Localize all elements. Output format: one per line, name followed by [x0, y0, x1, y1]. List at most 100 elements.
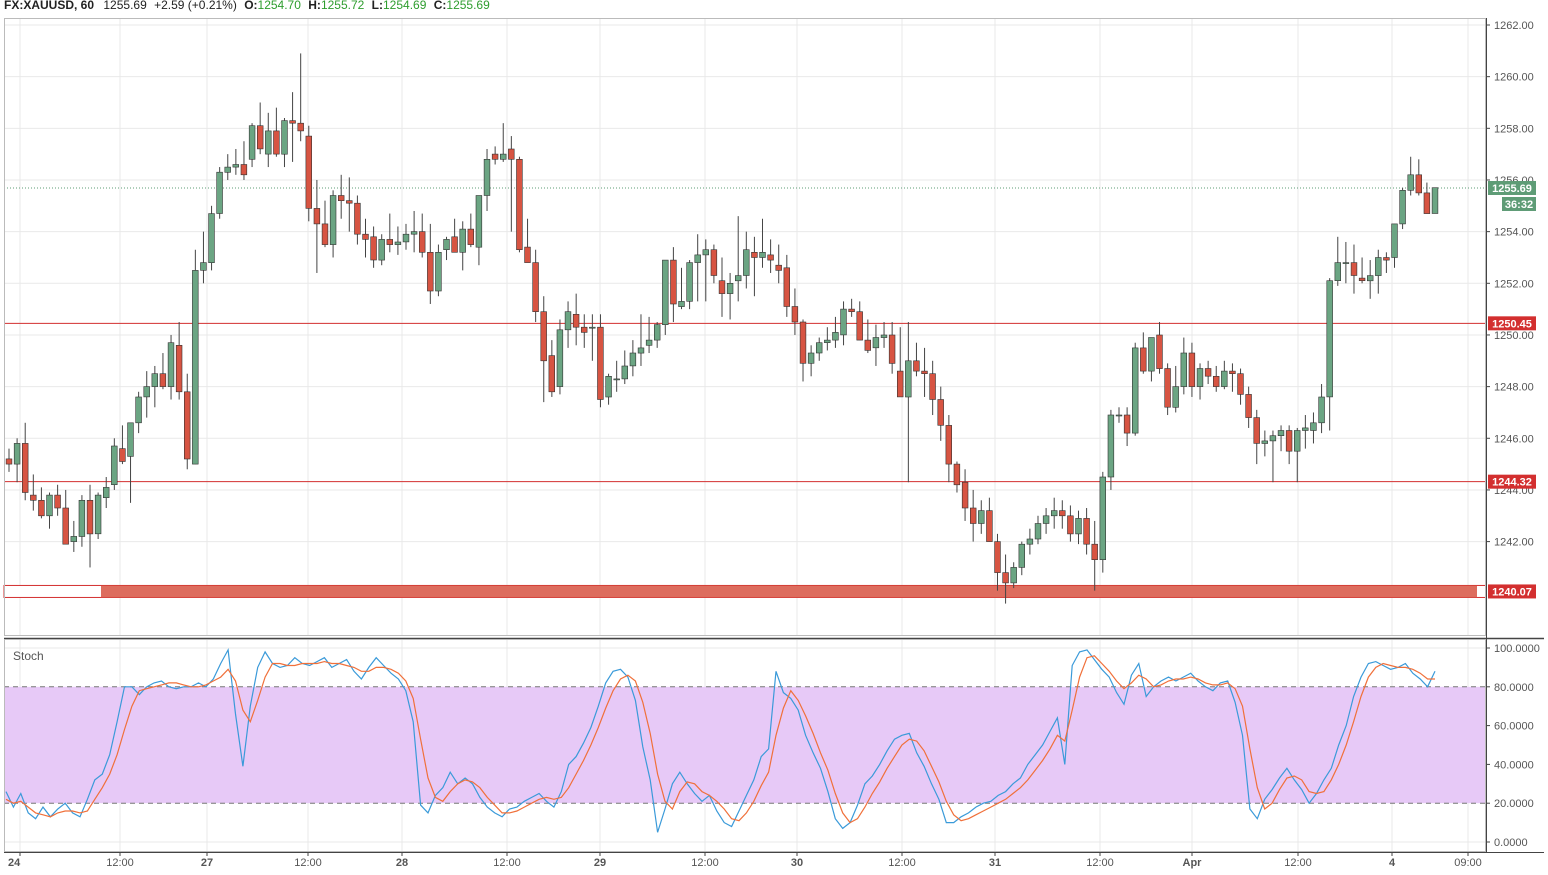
candle-body-up [378, 239, 385, 261]
candle [418, 213, 426, 258]
price-axis[interactable]: 1262.001260.001258.001256.001254.001252.… [1486, 20, 1540, 849]
candle-body-up [443, 239, 450, 250]
candle-body-up [111, 445, 118, 486]
candle-body-up [556, 329, 564, 387]
time-tick-label: 09:00 [1454, 857, 1482, 869]
candle-body-down [362, 233, 369, 240]
candle [305, 125, 312, 222]
candle-body-down [540, 311, 547, 362]
candle-body-up [589, 326, 596, 329]
candle [265, 112, 272, 168]
candle-body-down [1423, 192, 1431, 214]
candle [289, 92, 296, 162]
candle-body-down [548, 355, 556, 393]
candle [832, 316, 839, 348]
candle-body-down [1140, 347, 1147, 372]
candle-body-up [1051, 510, 1058, 517]
candle [208, 205, 215, 271]
candle-body-down [1213, 375, 1220, 387]
candle [410, 210, 418, 253]
open-label: O: [244, 0, 258, 12]
candle-body-up [978, 510, 985, 524]
candle [1091, 520, 1098, 591]
candle-body-up [686, 262, 693, 302]
candle-body-down [5, 458, 13, 465]
candle-body-down [929, 373, 936, 400]
candle-body-up [1107, 414, 1115, 478]
candle-body-up [815, 342, 823, 354]
candle [1415, 159, 1423, 196]
countdown-tag-label: 36:32 [1505, 199, 1533, 211]
candle [807, 345, 815, 377]
candle [1002, 554, 1009, 604]
candle-body-down [175, 344, 183, 393]
stoch-guides [4, 686, 1486, 804]
candle-body-down [921, 370, 928, 375]
candle [516, 156, 523, 253]
candle-body-up [394, 241, 402, 245]
candle-body-down [289, 120, 296, 124]
candle [637, 314, 645, 366]
price-tick-label: 1258.00 [1494, 123, 1534, 135]
candle-body-down [119, 448, 126, 462]
candle-body-up [13, 443, 21, 465]
candle-body-down [451, 236, 458, 253]
candle [1059, 500, 1066, 529]
last-price: 1255.69 [103, 0, 147, 12]
candle [86, 484, 94, 568]
candle-body-up [734, 275, 742, 282]
candle [184, 373, 191, 470]
candle [645, 316, 653, 354]
candle-body-down [337, 195, 345, 201]
time-tick-label: 12:00 [691, 857, 719, 869]
candle [111, 438, 118, 490]
candle-body-up [1391, 223, 1398, 258]
candle [743, 231, 750, 289]
candle [978, 500, 985, 534]
candle [580, 314, 588, 348]
candle [273, 107, 280, 157]
candle [94, 492, 102, 540]
price-tags: 1250.45 1244.32 1240.07 1255.69 36:32 [1488, 180, 1536, 599]
candle-body-down [1383, 257, 1390, 261]
candle-body-up [281, 120, 288, 155]
candle-body-up [905, 360, 912, 398]
candle [1172, 365, 1179, 413]
candle [953, 461, 961, 493]
candle [38, 487, 45, 519]
candle [540, 296, 547, 403]
candle-body-down [54, 494, 61, 509]
candle-body-up [824, 339, 831, 344]
candle-body-up [135, 396, 142, 424]
candle-body-up [232, 164, 239, 168]
candle [159, 353, 167, 390]
stoch-tick-label: 40.0000 [1494, 759, 1534, 771]
candle-body-down [30, 494, 37, 501]
time-tick-label: 24 [8, 857, 21, 869]
candle [1383, 252, 1390, 273]
candle-body-down [953, 463, 961, 486]
candle [248, 123, 256, 168]
support-zone[interactable] [101, 585, 1477, 598]
stoch-band [4, 686, 1486, 804]
candles [5, 53, 1439, 604]
candle [1318, 384, 1325, 434]
candle [321, 200, 329, 248]
candle [815, 337, 823, 361]
time-axis[interactable]: 24 12:00 27 12:00 28 12:00 29 12:00 30 12:00 31 12:… [8, 852, 1482, 869]
candle [329, 190, 337, 258]
candle-body-down [38, 499, 45, 517]
close-label: C: [433, 0, 447, 12]
candle-body-up [726, 282, 734, 294]
horizontal-levels[interactable] [3, 187, 1487, 598]
candle [864, 319, 872, 354]
candle [848, 298, 855, 317]
candle-body-down [896, 370, 904, 398]
candle-body-up [872, 337, 880, 349]
candle-body-up [1075, 518, 1082, 535]
candle-body-down [62, 507, 69, 545]
candle-body-down [86, 499, 94, 535]
candle [896, 327, 904, 398]
candle [913, 342, 920, 377]
